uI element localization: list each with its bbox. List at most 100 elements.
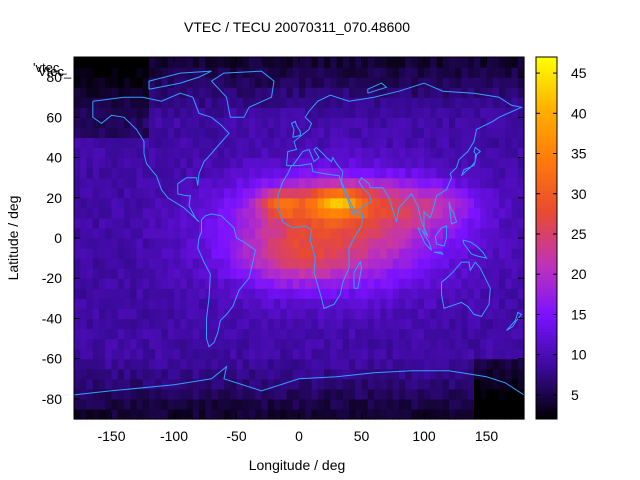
heatmap-cell bbox=[505, 77, 513, 88]
heatmap-cell bbox=[424, 368, 431, 380]
heatmap-cell bbox=[392, 197, 400, 209]
heatmap-cell bbox=[249, 298, 256, 309]
heatmap-cell bbox=[105, 217, 113, 229]
heatmap-cell bbox=[417, 127, 425, 139]
heatmap-cell bbox=[80, 197, 88, 209]
heatmap-cell bbox=[324, 67, 331, 78]
heatmap-cell bbox=[467, 147, 475, 159]
heatmap-cell bbox=[105, 368, 113, 380]
heatmap-cell bbox=[161, 318, 169, 330]
heatmap-cell bbox=[467, 358, 475, 370]
colorbar-segment bbox=[536, 156, 557, 161]
heatmap-cell bbox=[149, 187, 156, 199]
heatmap-cell bbox=[111, 57, 119, 68]
colorbar-segment bbox=[536, 138, 557, 142]
heatmap-cell bbox=[236, 147, 244, 159]
heatmap-cell bbox=[149, 368, 156, 380]
heatmap-cell bbox=[324, 328, 331, 340]
heatmap-cell bbox=[249, 368, 256, 380]
heatmap-cell bbox=[192, 358, 200, 370]
heatmap-cell bbox=[361, 298, 369, 309]
heatmap-cell bbox=[186, 187, 194, 199]
heatmap-cell bbox=[461, 378, 469, 390]
heatmap-cell bbox=[74, 408, 81, 420]
heatmap-cell bbox=[511, 137, 519, 149]
heatmap-cell bbox=[211, 157, 219, 169]
heatmap-cell bbox=[74, 348, 81, 360]
heatmap-cell bbox=[286, 117, 294, 128]
heatmap-cell bbox=[142, 238, 150, 249]
heatmap-cell bbox=[230, 368, 238, 380]
colorbar-segment bbox=[536, 262, 557, 266]
heatmap-cell bbox=[361, 77, 369, 88]
heatmap-cell bbox=[299, 107, 306, 118]
heatmap-cell bbox=[186, 408, 194, 420]
heatmap-cell bbox=[80, 308, 88, 320]
heatmap-cell bbox=[349, 308, 356, 320]
heatmap-cell bbox=[255, 67, 263, 78]
heatmap-cell bbox=[411, 358, 419, 370]
heatmap-cell bbox=[105, 388, 113, 400]
heatmap-cell bbox=[449, 207, 456, 219]
heatmap-cell bbox=[330, 338, 338, 350]
heatmap-cell bbox=[511, 227, 519, 239]
heatmap-cell bbox=[330, 308, 338, 320]
heatmap-cell bbox=[217, 348, 225, 360]
heatmap-cell bbox=[180, 288, 188, 299]
heatmap-cell bbox=[349, 147, 356, 159]
heatmap-cell bbox=[299, 167, 306, 179]
heatmap-cell bbox=[461, 207, 469, 219]
heatmap-cell bbox=[374, 288, 381, 299]
heatmap-cell bbox=[492, 147, 500, 159]
heatmap-cell bbox=[199, 137, 206, 149]
heatmap-cell bbox=[430, 187, 438, 199]
heatmap-cell bbox=[155, 137, 163, 149]
heatmap-cell bbox=[224, 318, 231, 330]
heatmap-cell bbox=[299, 308, 306, 320]
heatmap-cell bbox=[80, 107, 88, 118]
heatmap-cell bbox=[342, 157, 350, 169]
heatmap-cell bbox=[374, 127, 381, 139]
heatmap-cell bbox=[467, 227, 475, 239]
heatmap-cell bbox=[505, 97, 513, 108]
heatmap-cell bbox=[155, 398, 163, 410]
heatmap-cell bbox=[486, 348, 494, 360]
heatmap-cell bbox=[286, 77, 294, 88]
heatmap-cell bbox=[155, 278, 163, 289]
heatmap-cell bbox=[267, 258, 275, 269]
heatmap-cell bbox=[492, 107, 500, 118]
heatmap-cell bbox=[324, 197, 331, 209]
heatmap-cell bbox=[155, 147, 163, 159]
heatmap-cell bbox=[117, 157, 125, 169]
heatmap-cell bbox=[455, 398, 463, 410]
heatmap-cell bbox=[492, 258, 500, 269]
heatmap-cell bbox=[392, 328, 400, 340]
heatmap-cell bbox=[199, 217, 206, 229]
heatmap-cell bbox=[117, 57, 125, 68]
heatmap-cell bbox=[455, 328, 463, 340]
heatmap-cell bbox=[367, 378, 375, 390]
heatmap-cell bbox=[405, 157, 413, 169]
colorbar-segment bbox=[536, 244, 557, 248]
heatmap-cell bbox=[317, 57, 325, 68]
heatmap-cell bbox=[317, 258, 325, 269]
heatmap-cell bbox=[305, 328, 313, 340]
heatmap-cell bbox=[286, 328, 294, 340]
heatmap-cell bbox=[186, 167, 194, 179]
heatmap-cell bbox=[474, 358, 481, 370]
heatmap-cell bbox=[467, 137, 475, 149]
heatmap-cell bbox=[192, 298, 200, 309]
heatmap-cell bbox=[124, 258, 131, 269]
heatmap-cell bbox=[142, 348, 150, 360]
heatmap-cell bbox=[155, 227, 163, 239]
heatmap-cell bbox=[217, 328, 225, 340]
heatmap-cell bbox=[74, 167, 81, 179]
heatmap-cell bbox=[136, 308, 144, 320]
heatmap-cell bbox=[242, 318, 250, 330]
heatmap-cell bbox=[380, 298, 388, 309]
heatmap-cell bbox=[386, 368, 394, 380]
heatmap-cell bbox=[499, 308, 506, 320]
heatmap-cell bbox=[330, 187, 338, 199]
heatmap-cell bbox=[442, 278, 450, 289]
heatmap-cell bbox=[267, 207, 275, 219]
